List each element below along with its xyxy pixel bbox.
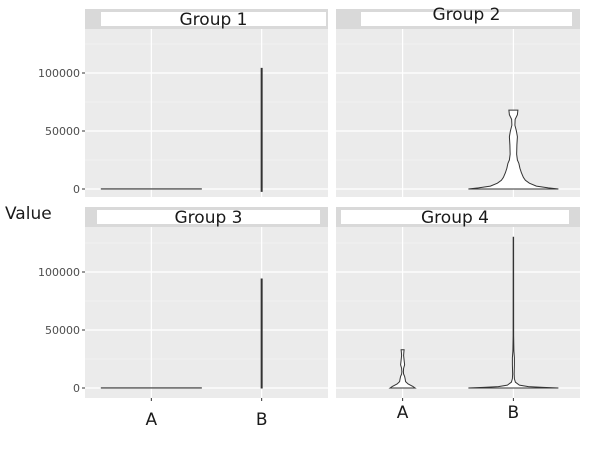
panel-2-background xyxy=(336,29,580,197)
y-tick-label: 50000 xyxy=(45,324,80,337)
y-tick-label: 50000 xyxy=(45,125,80,138)
x-tick-label: A xyxy=(146,410,158,430)
panel-1-violin-B xyxy=(261,68,262,191)
y-tick-label: 0 xyxy=(73,382,80,395)
panel-3-title: Group 3 xyxy=(175,208,243,228)
y-tick-label: 100000 xyxy=(38,67,80,80)
x-tick-label: B xyxy=(508,403,520,423)
panel-3-violin-B xyxy=(261,279,262,388)
y-tick-label: 0 xyxy=(73,183,80,196)
panel-1-background xyxy=(85,29,328,197)
panel-4-title: Group 4 xyxy=(421,208,489,228)
x-tick-label: B xyxy=(256,410,268,430)
x-tick-label: A xyxy=(397,403,409,423)
panel-3-background xyxy=(85,227,328,398)
panel-2-title: Group 2 xyxy=(433,5,501,25)
panel-4-background xyxy=(336,227,580,398)
panel-1-title: Group 1 xyxy=(180,10,248,30)
y-axis-label: Value xyxy=(5,204,52,224)
y-tick-label: 100000 xyxy=(38,266,80,279)
